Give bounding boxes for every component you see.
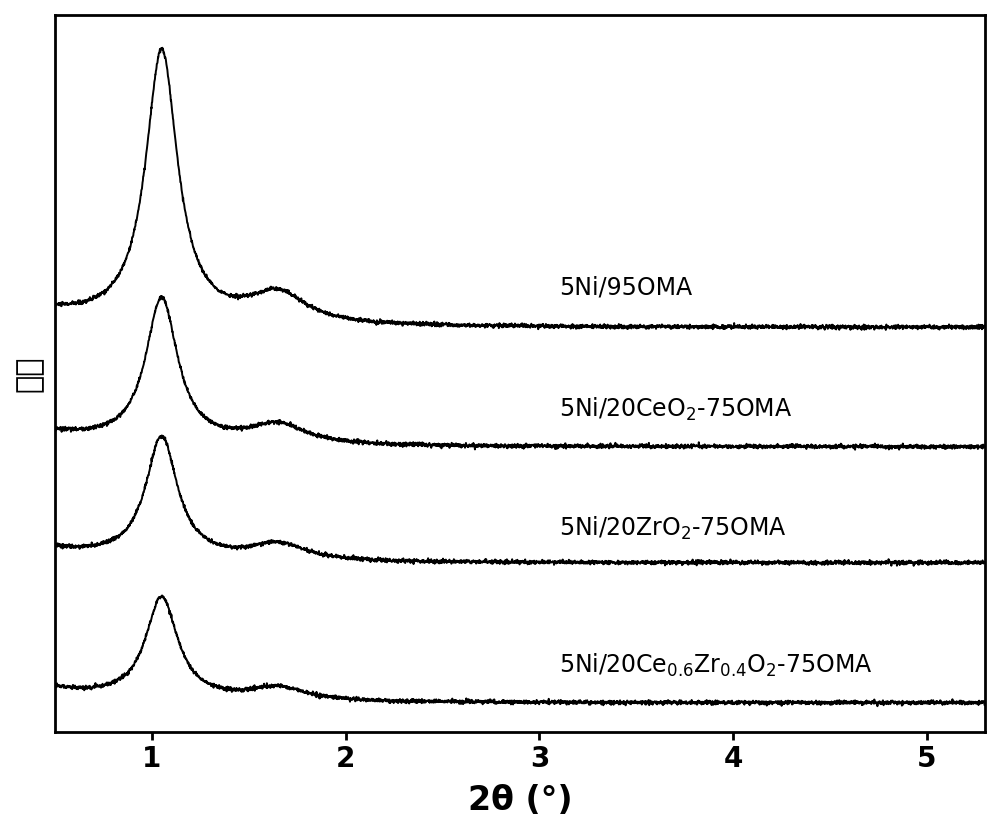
Y-axis label: 强度: 强度 xyxy=(15,355,44,392)
Text: 5Ni/20ZrO$_2$-75OMA: 5Ni/20ZrO$_2$-75OMA xyxy=(559,515,787,542)
Text: 5Ni/95OMA: 5Ni/95OMA xyxy=(559,276,692,300)
Text: 5Ni/20Ce$_{0.6}$Zr$_{0.4}$O$_2$-75OMA: 5Ni/20Ce$_{0.6}$Zr$_{0.4}$O$_2$-75OMA xyxy=(559,651,872,679)
Text: 5Ni/20CeO$_2$-75OMA: 5Ni/20CeO$_2$-75OMA xyxy=(559,396,792,423)
X-axis label: 2θ (°): 2θ (°) xyxy=(468,784,572,817)
